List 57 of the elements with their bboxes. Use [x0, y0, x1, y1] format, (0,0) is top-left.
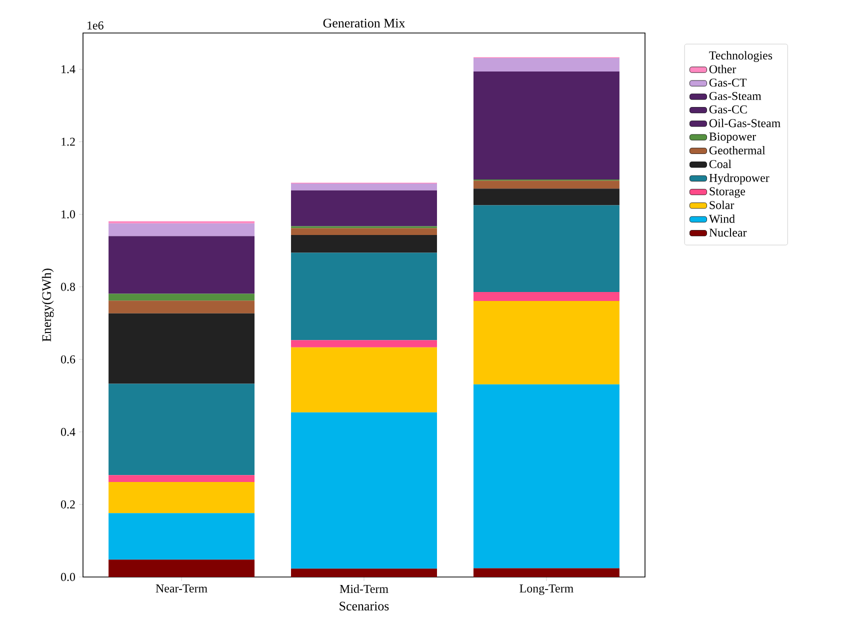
- legend-label: Oil-Gas-Steam: [709, 118, 780, 128]
- bar: [108, 384, 255, 476]
- legend-label: Coal: [709, 160, 732, 168]
- bar: [473, 301, 620, 384]
- chart-title: Generation Mix: [323, 18, 406, 28]
- bar: [291, 340, 437, 348]
- y-tick-label: 0.8: [60, 282, 76, 291]
- bar: [108, 313, 255, 384]
- x-tick-label: Long-Term: [520, 584, 574, 595]
- bar: [291, 568, 437, 577]
- y-tick-label: 1.0: [62, 210, 76, 218]
- bar: [291, 228, 437, 235]
- bar: [108, 482, 255, 514]
- legend-label: Solar: [710, 200, 734, 210]
- bar: [108, 236, 255, 294]
- y-tick-label: 0.2: [60, 500, 75, 509]
- bar: [291, 412, 437, 569]
- legend-label: Biopower: [709, 132, 756, 144]
- bar: [291, 252, 437, 340]
- bar: [108, 560, 255, 577]
- legend-label: Storage: [710, 187, 746, 198]
- legend-label: Nuclear: [709, 228, 747, 237]
- bar: [108, 223, 255, 236]
- legend-label: Gas-CT: [709, 78, 747, 87]
- legend-label: Hydropower: [709, 174, 770, 184]
- bar: [108, 475, 255, 482]
- y-tick-label: 0.6: [60, 355, 76, 364]
- y-tick-label: 1.4: [62, 65, 76, 74]
- legend-label: Geothermal: [709, 146, 766, 154]
- bar: [108, 513, 255, 560]
- x-tick-label: Near-Term: [156, 584, 208, 592]
- x-tick-label: Mid-Term: [340, 584, 388, 593]
- bar: [108, 294, 255, 301]
- bar: [473, 568, 620, 577]
- bar: [291, 235, 437, 253]
- y-tick-label: 0.4: [60, 428, 76, 436]
- legend-label: Other: [709, 64, 736, 74]
- bar: [291, 347, 437, 412]
- bar: [473, 292, 620, 302]
- legend-label: Gas-CC: [709, 105, 747, 114]
- legend-title: Technologies: [709, 51, 772, 62]
- bar: [473, 384, 620, 568]
- y-axis-title: Energy(GWh): [42, 268, 54, 342]
- bar: [473, 205, 620, 292]
- x-axis-title: Scenarios: [340, 602, 389, 610]
- bar: [291, 190, 437, 226]
- bar: [108, 300, 255, 314]
- text: 1e6: [88, 21, 104, 30]
- legend-label: Gas-Steam: [709, 92, 762, 100]
- bar: [473, 71, 620, 180]
- y-tick-label: 1.2: [62, 138, 75, 146]
- y-tick-label: 0.0: [60, 572, 76, 582]
- bar: [473, 58, 620, 72]
- bar: [291, 184, 437, 190]
- bar: [473, 188, 620, 206]
- legend-label: Wind: [708, 214, 735, 223]
- bar: [473, 180, 620, 189]
